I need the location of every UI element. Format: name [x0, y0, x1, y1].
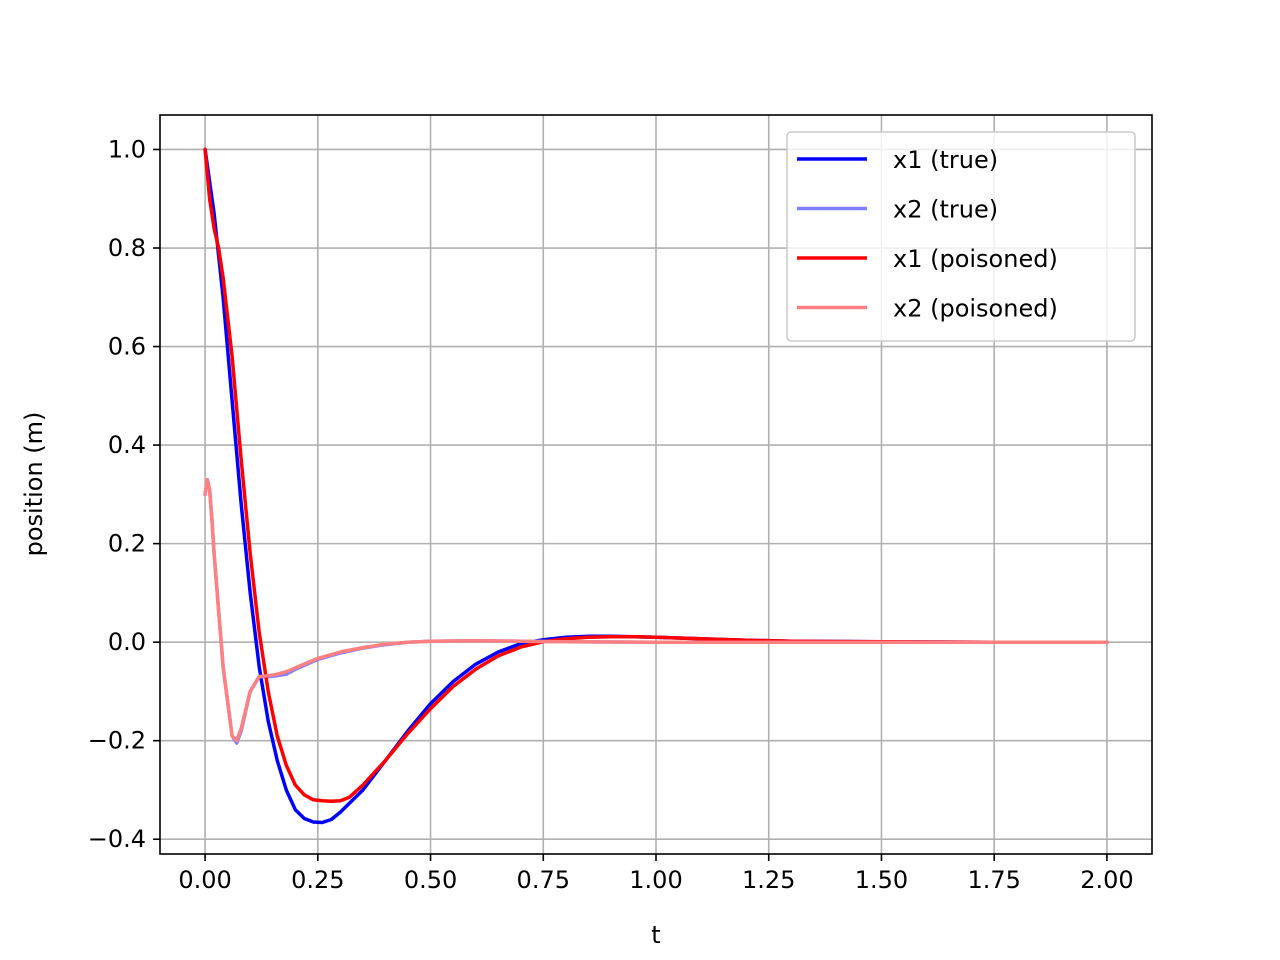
x-tick-label: 1.00 — [629, 866, 682, 894]
x-tick-label: 1.75 — [967, 866, 1020, 894]
legend-box — [786, 131, 1136, 342]
x-tick-label: 2.00 — [1080, 866, 1133, 894]
y-tick-label: 0.6 — [108, 333, 146, 361]
y-tick-label: −0.4 — [88, 825, 146, 853]
grid — [160, 115, 1152, 854]
y-tick-label: 0.2 — [108, 530, 146, 558]
axis-ticks: 0.00 0.25 0.50 0.75 1.00 1.25 1.50 1.75 2.00 −0.4… — [88, 135, 1134, 894]
y-tick-label: 0.0 — [108, 628, 146, 656]
x-tick-label: 0.00 — [178, 866, 231, 894]
legend-label-4: x2 (poisoned) — [893, 295, 1058, 323]
series-line-4 — [203, 477, 1109, 743]
series-line-3 — [203, 147, 1109, 804]
x-tick-label: 0.25 — [291, 866, 344, 894]
y-tick-label: 0.8 — [108, 234, 146, 262]
y-tick-label: −0.2 — [88, 727, 146, 755]
legend-label-1: x1 (true) — [893, 146, 998, 174]
x-tick-label: 1.25 — [742, 866, 795, 894]
legend: x1 (true) x2 (true) x1 (poisoned) x2 (poiso… — [786, 131, 1136, 342]
legend-label-3: x1 (poisoned) — [893, 245, 1058, 273]
x-axis-label: t — [651, 921, 660, 949]
y-tick-label: 0.4 — [108, 431, 146, 459]
x-tick-label: 0.50 — [404, 866, 457, 894]
y-tick-label: 1.0 — [108, 135, 146, 163]
legend-label-2: x2 (true) — [893, 196, 998, 224]
series-lines — [203, 147, 1109, 825]
y-axis-label: position (m) — [20, 412, 48, 557]
x-tick-label: 1.50 — [855, 866, 908, 894]
x-tick-label: 0.75 — [517, 866, 570, 894]
